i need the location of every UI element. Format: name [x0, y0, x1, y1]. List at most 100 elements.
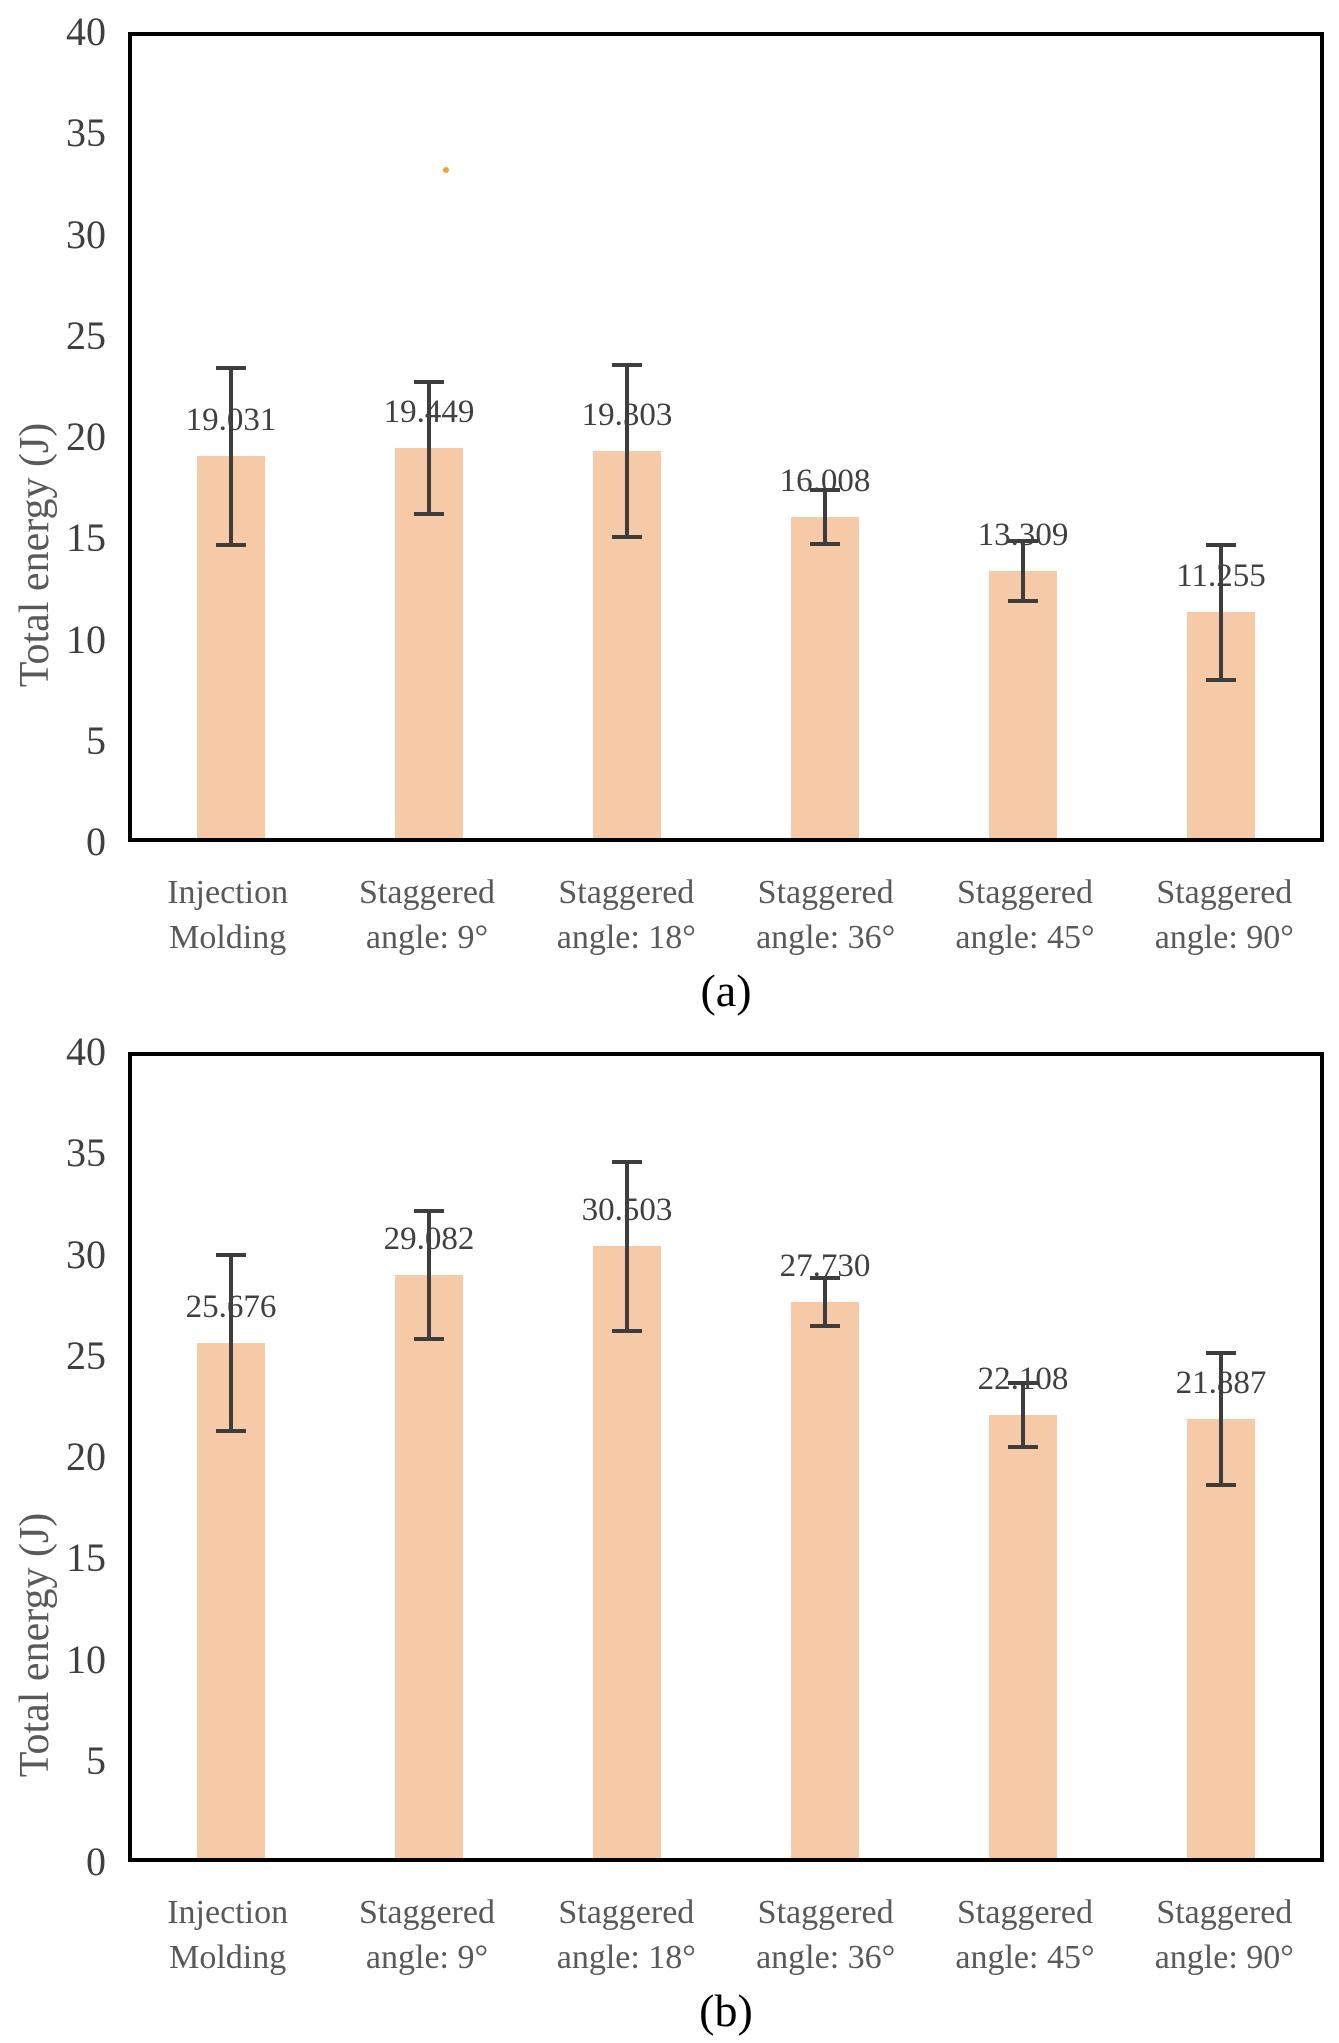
y-tick-label: 30 [66, 211, 106, 257]
error-bar-top-cap [1206, 543, 1236, 548]
bar-slot: 13.309 [924, 36, 1122, 838]
bar [791, 1302, 859, 1858]
bar [593, 1246, 661, 1858]
error-bar [1021, 541, 1025, 602]
error-bar [427, 1210, 431, 1340]
y-tick-label: 40 [66, 9, 106, 54]
bar-slot: 29.082 [330, 1056, 528, 1858]
error-bar-top-cap [1206, 1351, 1236, 1356]
y-tick-label: 25 [66, 1332, 106, 1378]
value-label: 19.449 [383, 394, 475, 431]
value-label: 13.309 [977, 517, 1069, 554]
chart-panel-b: Total energy (J) 40 35 30 25 20 15 10 5 0 25.676… [0, 1032, 1339, 2043]
bar-series: 19.031 19.449 19.303 16.008 13.309 11.255 [132, 36, 1320, 838]
error-bar-bottom-cap [612, 535, 642, 540]
error-bar-top-cap [612, 362, 642, 367]
bar [1187, 1419, 1255, 1858]
x-category-label: Staggered angle: 45° [955, 874, 1095, 956]
error-bar-top-cap [216, 366, 246, 371]
error-bar-top-cap [216, 1252, 246, 1257]
value-label: 27.730 [779, 1248, 871, 1285]
error-bar [1021, 1382, 1025, 1447]
bar-slot: 21.887 [1122, 1056, 1320, 1858]
value-label: 19.303 [581, 396, 673, 433]
bar-slot: 27.730 [726, 1056, 924, 1858]
value-label: 29.082 [383, 1220, 475, 1257]
bar-slot: 19.031 [132, 36, 330, 838]
error-bar-top-cap [810, 1275, 840, 1280]
value-label: 19.031 [185, 402, 277, 439]
x-category-label: Staggered angle: 36° [756, 874, 896, 956]
error-bar [229, 1254, 233, 1432]
y-tick-label: 15 [66, 1535, 106, 1581]
x-axis-category-labels: Injection Molding Staggered angle: 9° Stag… [128, 870, 1324, 960]
error-bar-bottom-cap [414, 512, 444, 517]
error-bar-bottom-cap [1206, 677, 1236, 682]
chart-panel-a: Total energy (J) 40 35 30 25 20 15 10 5 0 19.031… [0, 12, 1324, 1016]
x-category-label: Staggered angle: 9° [359, 874, 495, 956]
x-axis-category-labels: Injection Molding Staggered angle: 9° Stag… [128, 1890, 1324, 1980]
stray-dot-artifact [443, 167, 449, 173]
x-category-label: Staggered angle: 18° [556, 1894, 696, 1976]
x-category-label: Staggered angle: 18° [556, 874, 696, 956]
bar-slot: 22.108 [924, 1056, 1122, 1858]
error-bar-bottom-cap [216, 1429, 246, 1434]
y-tick-label: 15 [66, 515, 106, 561]
y-axis-ticks: 40 35 30 25 20 15 10 5 0 [0, 12, 112, 862]
bar [989, 1414, 1057, 1858]
error-bar-top-cap [414, 1208, 444, 1213]
value-label: 25.676 [185, 1289, 277, 1326]
error-bar-top-cap [414, 379, 444, 384]
y-tick-label: 20 [66, 414, 106, 459]
y-tick-label: 10 [66, 616, 106, 662]
x-category-label: Staggered angle: 45° [955, 1894, 1095, 1976]
x-category-label: Injection Molding [167, 1894, 289, 1976]
x-category-label: Staggered angle: 36° [756, 1894, 896, 1976]
bar [395, 1274, 463, 1858]
y-tick-label: 0 [86, 1839, 106, 1884]
x-category-label: Injection Molding [167, 874, 289, 956]
panel-caption: (b) [699, 1985, 753, 2036]
error-bar [229, 368, 233, 545]
y-tick-label: 0 [86, 819, 106, 864]
y-tick-label: 35 [66, 1130, 106, 1176]
panel-caption: (a) [700, 965, 752, 1016]
error-bar [427, 381, 431, 515]
bar-slot: 19.449 [330, 36, 528, 838]
value-label: 16.008 [779, 463, 871, 500]
error-bar [1219, 1353, 1223, 1486]
error-bar [625, 364, 629, 538]
error-bar-bottom-cap [216, 542, 246, 547]
y-tick-label: 25 [66, 312, 106, 358]
error-bar-top-cap [810, 487, 840, 492]
x-category-label: Staggered angle: 90° [1154, 874, 1294, 956]
y-tick-label: 30 [66, 1231, 106, 1277]
y-axis-ticks: 40 35 30 25 20 15 10 5 0 [0, 1032, 112, 1882]
error-bar-top-cap [1008, 539, 1038, 544]
bar-series: 25.676 29.082 30.503 27.730 22.108 21.887 [132, 1056, 1320, 1858]
error-bar-top-cap [1008, 1380, 1038, 1385]
error-bar-bottom-cap [1008, 599, 1038, 604]
bar [791, 517, 859, 838]
error-bar-bottom-cap [612, 1328, 642, 1333]
x-category-label: Staggered angle: 90° [1154, 1894, 1294, 1976]
bar [989, 571, 1057, 838]
bar-slot: 11.255 [1122, 36, 1320, 838]
y-tick-label: 20 [66, 1434, 106, 1479]
y-tick-label: 35 [66, 110, 106, 156]
error-bar-bottom-cap [810, 1324, 840, 1329]
error-bar-bottom-cap [810, 542, 840, 547]
value-label: 21.887 [1175, 1365, 1267, 1402]
error-bar [823, 1277, 827, 1327]
bar-slot: 25.676 [132, 1056, 330, 1858]
error-bar [823, 489, 827, 545]
y-tick-label: 10 [66, 1636, 106, 1682]
error-bar-bottom-cap [1206, 1483, 1236, 1488]
error-bar-bottom-cap [414, 1337, 444, 1342]
y-tick-label: 5 [86, 717, 106, 763]
value-label: 11.255 [1176, 558, 1266, 595]
x-category-label: Staggered angle: 9° [359, 1894, 495, 1976]
bar-slot: 30.503 [528, 1056, 726, 1858]
error-bar-bottom-cap [1008, 1444, 1038, 1449]
value-label: 22.108 [977, 1360, 1069, 1397]
